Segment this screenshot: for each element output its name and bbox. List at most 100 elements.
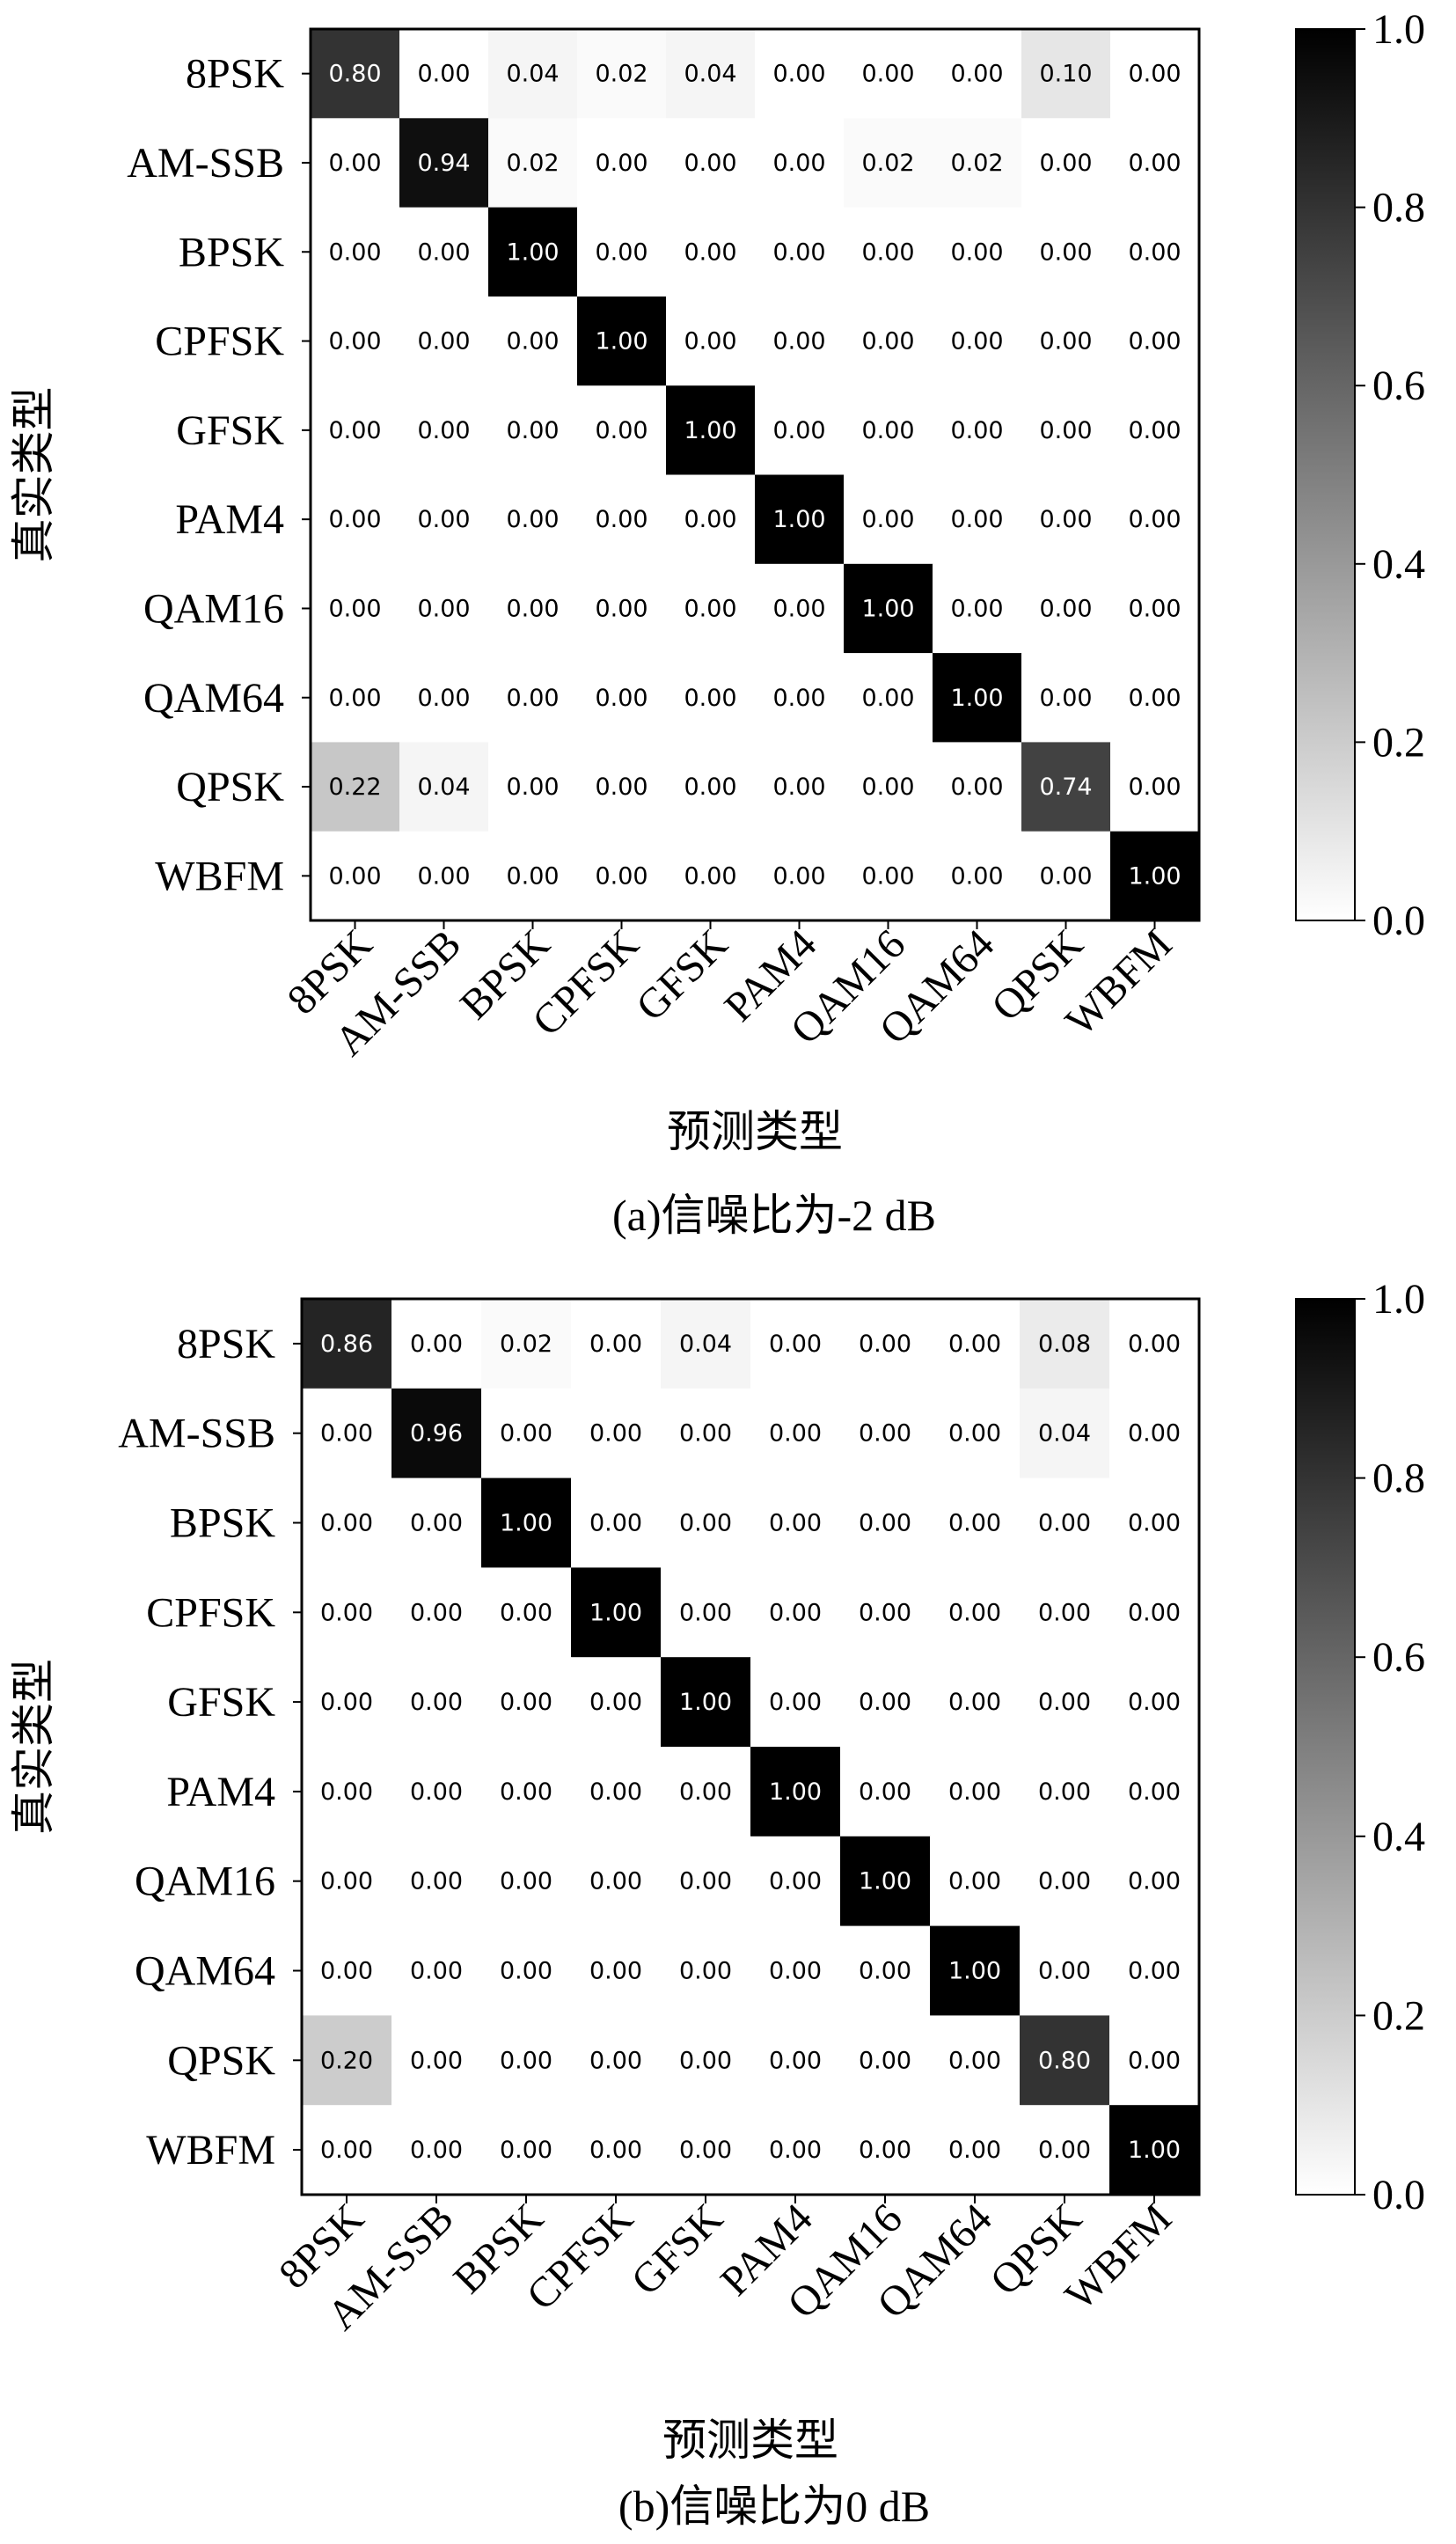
cell-value-label: 0.00 [1128, 1420, 1181, 1448]
heatmap-cell [577, 385, 667, 475]
heatmap-cell [1020, 1657, 1110, 1748]
cell-value-label: 0.02 [595, 61, 648, 88]
cell-value-label: 0.00 [328, 417, 381, 444]
cell-value-label: 0.00 [1128, 1331, 1181, 1358]
y-tick-label: WBFM [155, 853, 284, 899]
y-tick-label: GFSK [167, 1679, 275, 1726]
heatmap-cell [1020, 1299, 1110, 1389]
colorbar-tick-label: 0.4 [1372, 1814, 1425, 1860]
y-tick-label: AM-SSB [127, 140, 284, 187]
cell-value-label: 0.96 [410, 1420, 463, 1448]
heatmap-cell [930, 1477, 1021, 1568]
cell-value-label: 0.00 [595, 238, 648, 266]
cell-value-label: 0.00 [861, 61, 914, 88]
cell-value-label: 0.00 [859, 1510, 911, 1537]
heatmap-cell [1020, 1388, 1110, 1479]
cell-value-label: 0.00 [861, 328, 914, 356]
cell-value-label: 0.00 [410, 1331, 463, 1358]
cell-value-label: 0.00 [500, 1420, 552, 1448]
cell-value-label: 0.00 [500, 2137, 552, 2164]
heatmap-cell [1110, 653, 1200, 743]
heatmap-cell [750, 1477, 841, 1568]
heatmap-cell [1110, 207, 1200, 297]
heatmap-cell [661, 1567, 751, 1658]
cell-value-label: 0.00 [948, 1778, 1001, 1806]
heatmap-cell [391, 1388, 482, 1479]
cell-value-label: 0.00 [320, 1958, 373, 1985]
cell-value-label: 0.00 [684, 150, 736, 177]
heatmap-cell [1021, 29, 1111, 119]
cell-value-label: 0.00 [772, 150, 825, 177]
heatmap-cell [577, 563, 667, 654]
cell-value-label: 1.00 [769, 1778, 822, 1806]
heatmap-cell [571, 2105, 662, 2196]
colorbar-tick-label: 0.0 [1372, 898, 1425, 944]
heatmap-cell [1110, 831, 1200, 921]
cell-value-label: 1.00 [679, 1689, 732, 1716]
heatmap-cell [750, 2105, 841, 2196]
cell-value-label: 0.00 [684, 595, 736, 622]
heatmap-cell [399, 742, 489, 832]
cell-value-label: 0.00 [1128, 61, 1181, 88]
colorbar-tick-label: 0.0 [1372, 2172, 1425, 2218]
heatmap-cell [1109, 1477, 1200, 1568]
colorbar-tick-label: 0.6 [1372, 363, 1425, 409]
cell-value-label: 0.00 [684, 685, 736, 712]
heatmap-cell [666, 831, 756, 921]
cell-value-label: 0.04 [506, 61, 559, 88]
heatmap-cell [391, 1477, 482, 1568]
heatmap-cell [840, 1747, 931, 1837]
cell-value-label: 0.00 [950, 417, 1003, 444]
heatmap-cell [1110, 118, 1200, 209]
cell-value-label: 0.00 [1128, 150, 1181, 177]
y-tick-label: QAM16 [143, 585, 284, 632]
y-tick-label: 8PSK [177, 1321, 275, 1367]
heatmap-cell [391, 1925, 482, 2016]
cell-value-label: 0.00 [684, 506, 736, 533]
heatmap-cell [755, 742, 845, 832]
cell-value-label: 0.00 [1128, 1510, 1181, 1537]
cell-value-label: 0.00 [859, 1420, 911, 1448]
cell-value-label: 0.00 [772, 595, 825, 622]
heatmap-cell [311, 742, 400, 832]
heatmap-cell [844, 385, 933, 475]
cell-value-label: 0.00 [769, 1689, 822, 1716]
cell-value-label: 0.00 [859, 1778, 911, 1806]
heatmap-cell [577, 207, 667, 297]
heatmap-cell [840, 1925, 931, 2016]
cell-value-label: 0.00 [950, 506, 1003, 533]
y-axis-label: 真实类型 [9, 1659, 58, 1835]
cell-value-label: 0.00 [769, 1331, 822, 1358]
heatmap-cell [1109, 1388, 1200, 1479]
cell-value-label: 0.04 [1038, 1420, 1091, 1448]
heatmap-cell [750, 1388, 841, 1479]
heatmap-cell [488, 118, 578, 209]
heatmap-cell [666, 653, 756, 743]
heatmap-cell [302, 1299, 392, 1389]
x-axis-label: 预测类型 [667, 1107, 843, 1156]
heatmap-cell [930, 1925, 1021, 2016]
cell-value-label: 0.00 [1128, 1958, 1181, 1985]
heatmap-cell [571, 1477, 662, 1568]
heatmap-cell [930, 1836, 1021, 1927]
cell-value-label: 0.00 [679, 1958, 732, 1985]
cell-value-label: 0.00 [950, 328, 1003, 356]
cell-value-label: 0.00 [950, 238, 1003, 266]
cell-value-label: 0.00 [589, 1420, 642, 1448]
heatmap-cell [933, 207, 1022, 297]
heatmap-cell [391, 1836, 482, 1927]
cell-value-label: 0.00 [861, 417, 914, 444]
cell-value-label: 0.00 [948, 1420, 1001, 1448]
cell-value-label: 0.00 [1128, 238, 1181, 266]
cell-value-label: 0.00 [769, 1958, 822, 1985]
colorbar-tick-label: 0.8 [1372, 185, 1425, 231]
figure-caption: (a)信噪比为-2 dB [612, 1191, 936, 1240]
heatmap-cell [1020, 1747, 1110, 1837]
heatmap-cell [1110, 385, 1200, 475]
heatmap-cell [933, 385, 1022, 475]
heatmap-cell [666, 563, 756, 654]
cell-value-label: 0.00 [772, 61, 825, 88]
cell-value-label: 0.00 [948, 2137, 1001, 2164]
heatmap-cell [933, 563, 1022, 654]
cell-value-label: 0.00 [679, 2047, 732, 2074]
